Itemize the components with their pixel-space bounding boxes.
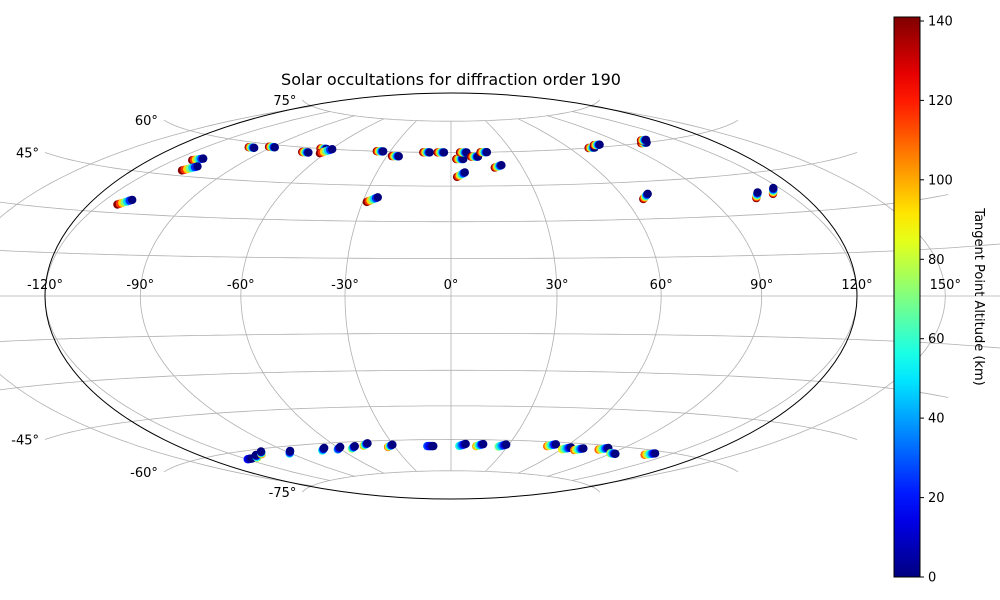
grid: [0, 92, 1000, 500]
parallel-line: [0, 194, 949, 223]
parallel-line: [0, 333, 1000, 349]
colorbar-tick-label: 0: [928, 571, 936, 586]
meridian-line: [589, 105, 946, 487]
meridian-line: [485, 120, 558, 472]
occultation-point: [769, 183, 778, 193]
occultation-point: [394, 152, 403, 161]
meridian-line: [139, 115, 355, 477]
meridian-line: [240, 118, 384, 474]
occultation-point: [643, 189, 652, 198]
x-tick-label: -30°: [331, 278, 359, 293]
x-tick-label: -60°: [227, 278, 255, 293]
occultation-point: [551, 440, 561, 449]
occultation-point: [439, 148, 449, 157]
x-tick-label: 0°: [444, 278, 459, 293]
colorbar-tick-label: 100: [928, 173, 953, 188]
occultation-point: [611, 449, 620, 458]
occultation-point: [595, 140, 604, 149]
meridian-line: [518, 118, 662, 474]
occultation-point: [285, 446, 295, 456]
occultation-point: [270, 143, 279, 152]
x-tick-label: 90°: [750, 278, 773, 293]
occultation-point: [250, 143, 259, 152]
map-boundary: [44, 92, 858, 500]
occultation-point: [373, 193, 382, 202]
occultation-point: [379, 147, 388, 156]
y-tick-label: -60°: [130, 466, 158, 481]
occultation-point: [479, 439, 488, 449]
colorbar-label: Tangent Point Altitude (km): [971, 207, 986, 385]
colorbar-tick-label: 40: [928, 412, 945, 427]
meridian-line: [547, 115, 763, 477]
occultation-point: [579, 444, 588, 453]
tick-labels: -150°-120°-90°-60°-30°0°30°60°90°120°150…: [11, 94, 961, 501]
x-tick-label: 150°: [930, 278, 961, 293]
chart-title: Solar occultations for diffraction order…: [281, 70, 621, 89]
occultation-point: [502, 440, 511, 449]
occultation-point: [304, 148, 313, 157]
y-tick-label: -45°: [11, 434, 39, 449]
colorbar-tick-label: 60: [928, 332, 945, 347]
x-tick-label: 30°: [545, 278, 568, 293]
occultation-point: [128, 195, 137, 205]
occultation-point: [461, 439, 470, 449]
y-tick-label: 60°: [135, 114, 158, 129]
meridian-line: [0, 105, 313, 487]
occultation-point: [460, 168, 469, 177]
meridian-line: [344, 120, 417, 472]
occultation-point: [256, 447, 266, 456]
occultation-point: [482, 148, 492, 157]
y-tick-label: 75°: [273, 94, 296, 109]
colorbar-tick-label: 80: [928, 253, 945, 268]
colorbar-tick-label: 140: [928, 15, 953, 30]
x-tick-label: 120°: [841, 278, 872, 293]
colorbar: 0 20 40 60 80 100 120 140: [893, 15, 953, 586]
occultation-point: [641, 135, 651, 145]
occultation-point: [193, 162, 202, 171]
colorbar-gradient: [893, 16, 921, 578]
y-tick-label: 45°: [16, 147, 39, 162]
occultation-point: [199, 154, 208, 163]
x-tick-label: -90°: [126, 278, 154, 293]
data-points: [113, 135, 778, 464]
occultation-point: [388, 440, 397, 449]
colorbar-tick-label: 20: [928, 491, 945, 506]
occultation-point: [650, 449, 660, 458]
occultation-point: [429, 441, 438, 451]
colorbar-tick-label: 120: [928, 94, 953, 109]
occultation-point: [336, 442, 345, 452]
occultation-point: [753, 188, 762, 197]
occultation-point: [425, 148, 434, 157]
x-tick-label: 60°: [650, 278, 673, 293]
occultation-point: [363, 439, 372, 448]
parallel-line: [0, 243, 1000, 259]
occultation-point: [350, 442, 359, 451]
x-tick-label: -120°: [27, 278, 63, 293]
y-tick-label: -75°: [269, 486, 297, 501]
occultation-point: [328, 145, 337, 154]
occultation-point: [459, 154, 468, 164]
parallel-line: [0, 369, 949, 398]
occultation-point: [497, 161, 506, 170]
occultation-point: [320, 443, 329, 453]
